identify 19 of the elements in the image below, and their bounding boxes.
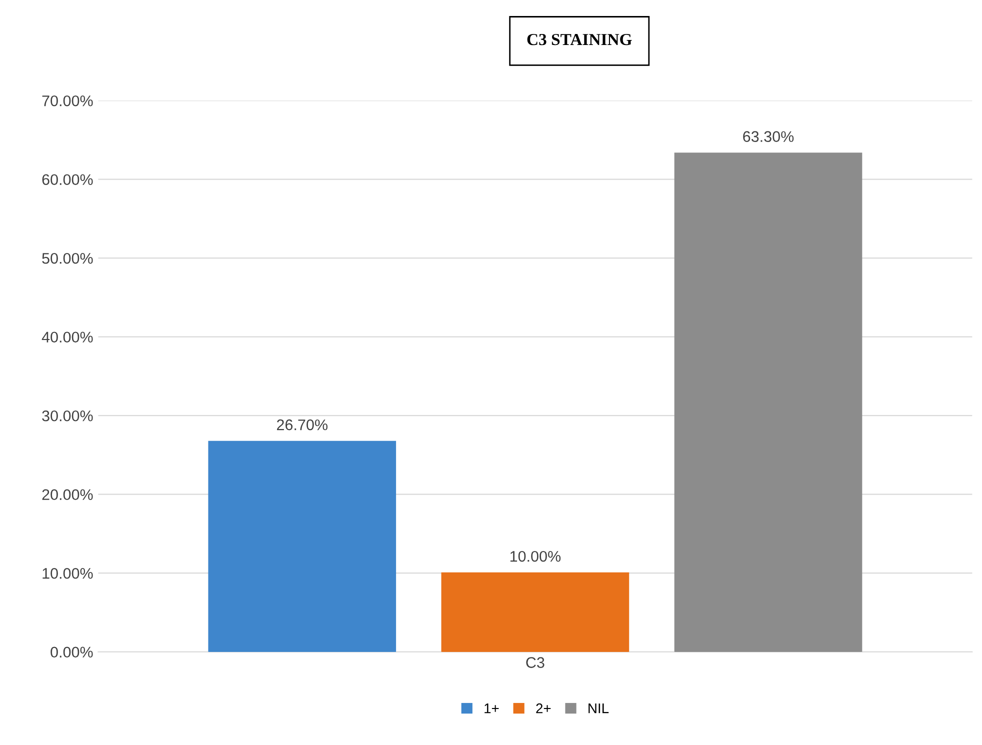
- y-tick-label: 70.00%: [42, 95, 93, 106]
- x-tick-label: C3: [526, 657, 544, 668]
- y-tick-label: 60.00%: [42, 174, 93, 186]
- legend-label: 1+: [484, 704, 499, 714]
- bar: [441, 572, 630, 652]
- y-tick-label: 20.00%: [42, 489, 93, 500]
- y-tick-label: 0.00%: [50, 646, 93, 658]
- y-tick-label: 40.00%: [42, 332, 93, 343]
- data-label: 26.70%: [276, 419, 328, 430]
- bar: [208, 440, 396, 652]
- y-tick-label: 10.00%: [42, 568, 93, 579]
- data-label: 10.00%: [510, 550, 561, 562]
- y-tick-label: 30.00%: [42, 410, 93, 422]
- legend-label: NIL: [588, 704, 609, 714]
- y-tick-label: 50.00%: [42, 252, 93, 264]
- data-label: 63.30%: [743, 131, 794, 142]
- legend-label: 2+: [536, 703, 551, 714]
- chart-title: C3 STAINING: [527, 34, 632, 46]
- bar: [674, 152, 862, 652]
